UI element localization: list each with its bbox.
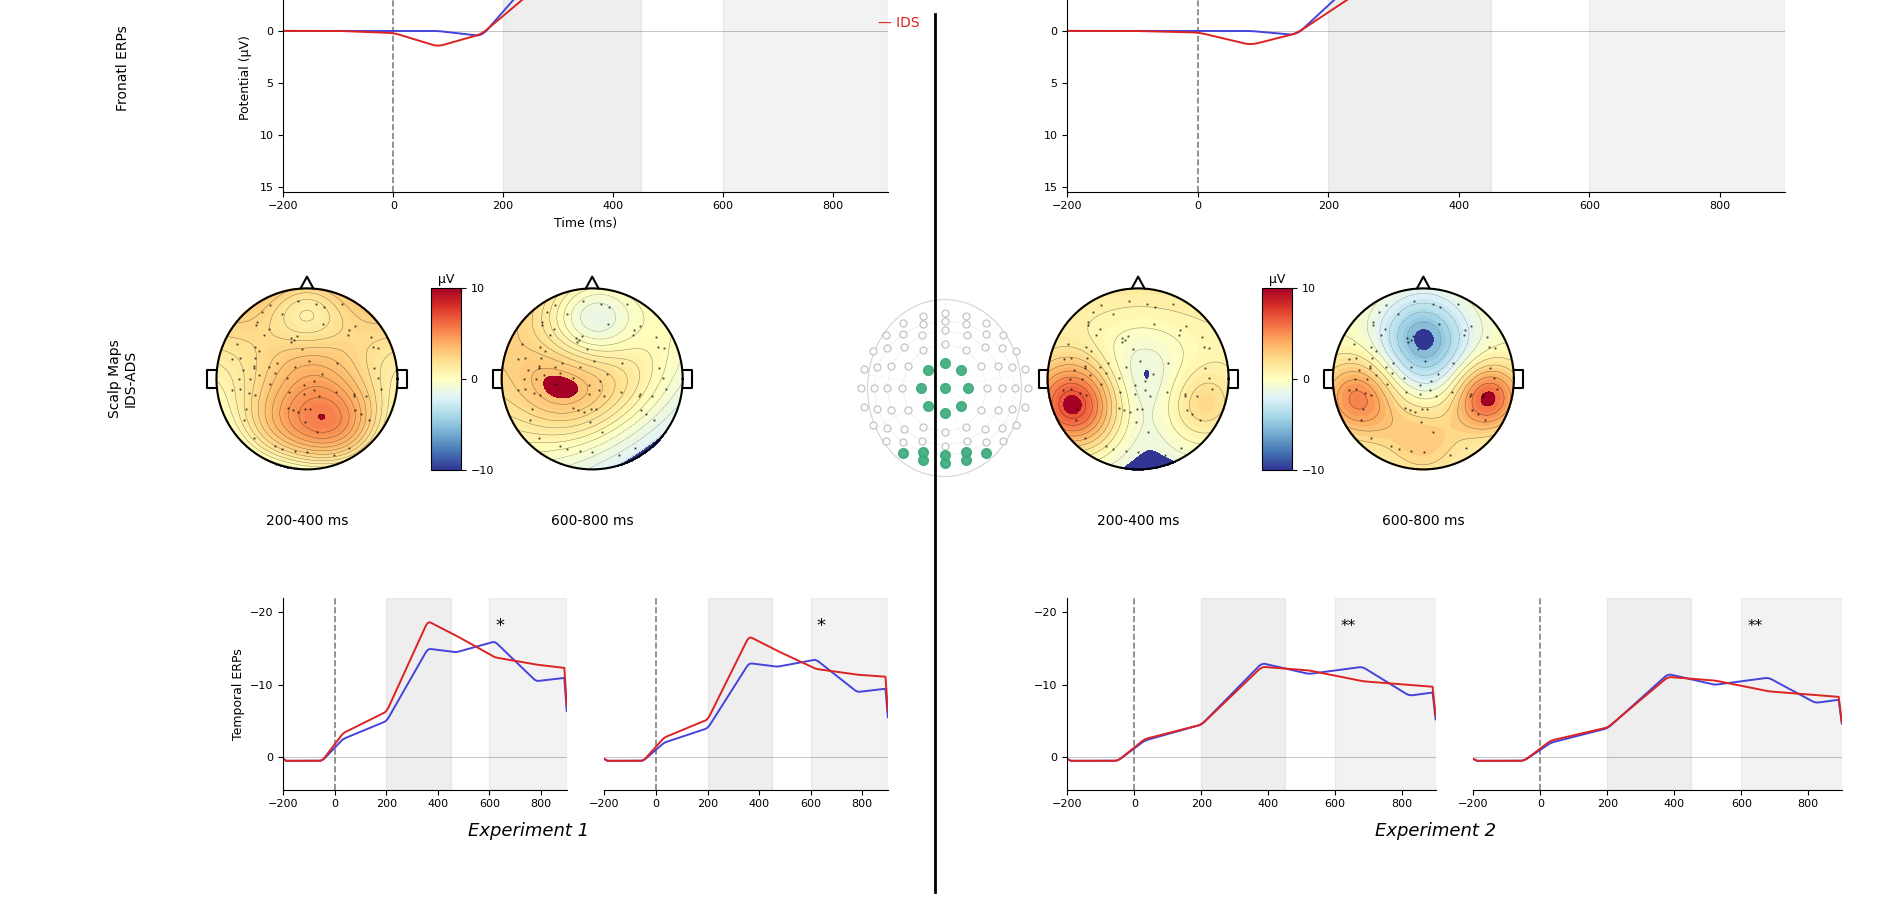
Text: Experiment 1: Experiment 1: [468, 822, 589, 840]
Bar: [387, 598, 451, 790]
Bar: [708, 598, 773, 790]
Text: *: *: [495, 616, 504, 635]
Bar: [1742, 598, 1842, 790]
Bar: [723, 0, 888, 192]
Bar: [1201, 598, 1285, 790]
Text: **: **: [1747, 619, 1762, 634]
Title: μV: μV: [1269, 273, 1285, 287]
Text: 200-400 ms: 200-400 ms: [1098, 514, 1179, 528]
Title: μV: μV: [438, 273, 453, 287]
Bar: [1336, 598, 1436, 790]
Text: 200-400 ms: 200-400 ms: [266, 514, 348, 528]
Text: Scalp Maps
IDS-ADS: Scalp Maps IDS-ADS: [108, 340, 138, 418]
Text: — ADS: — ADS: [878, 0, 926, 3]
Bar: [489, 598, 567, 790]
Bar: [1589, 0, 1785, 192]
Y-axis label: Potential (μV): Potential (μV): [238, 36, 251, 120]
Y-axis label: Temporal ERPs: Temporal ERPs: [232, 648, 244, 740]
Text: 600-800 ms: 600-800 ms: [1383, 514, 1464, 528]
Bar: [1328, 0, 1492, 192]
Text: *: *: [816, 616, 825, 635]
Bar: [810, 598, 888, 790]
Text: Fronatl ERPs: Fronatl ERPs: [115, 26, 130, 111]
X-axis label: Time (ms): Time (ms): [553, 217, 618, 230]
Text: — IDS: — IDS: [878, 16, 920, 30]
Text: Experiment 2: Experiment 2: [1375, 822, 1496, 840]
Bar: [1608, 598, 1691, 790]
Bar: [502, 0, 640, 192]
Text: **: **: [1341, 619, 1356, 634]
Text: 600-800 ms: 600-800 ms: [552, 514, 633, 528]
